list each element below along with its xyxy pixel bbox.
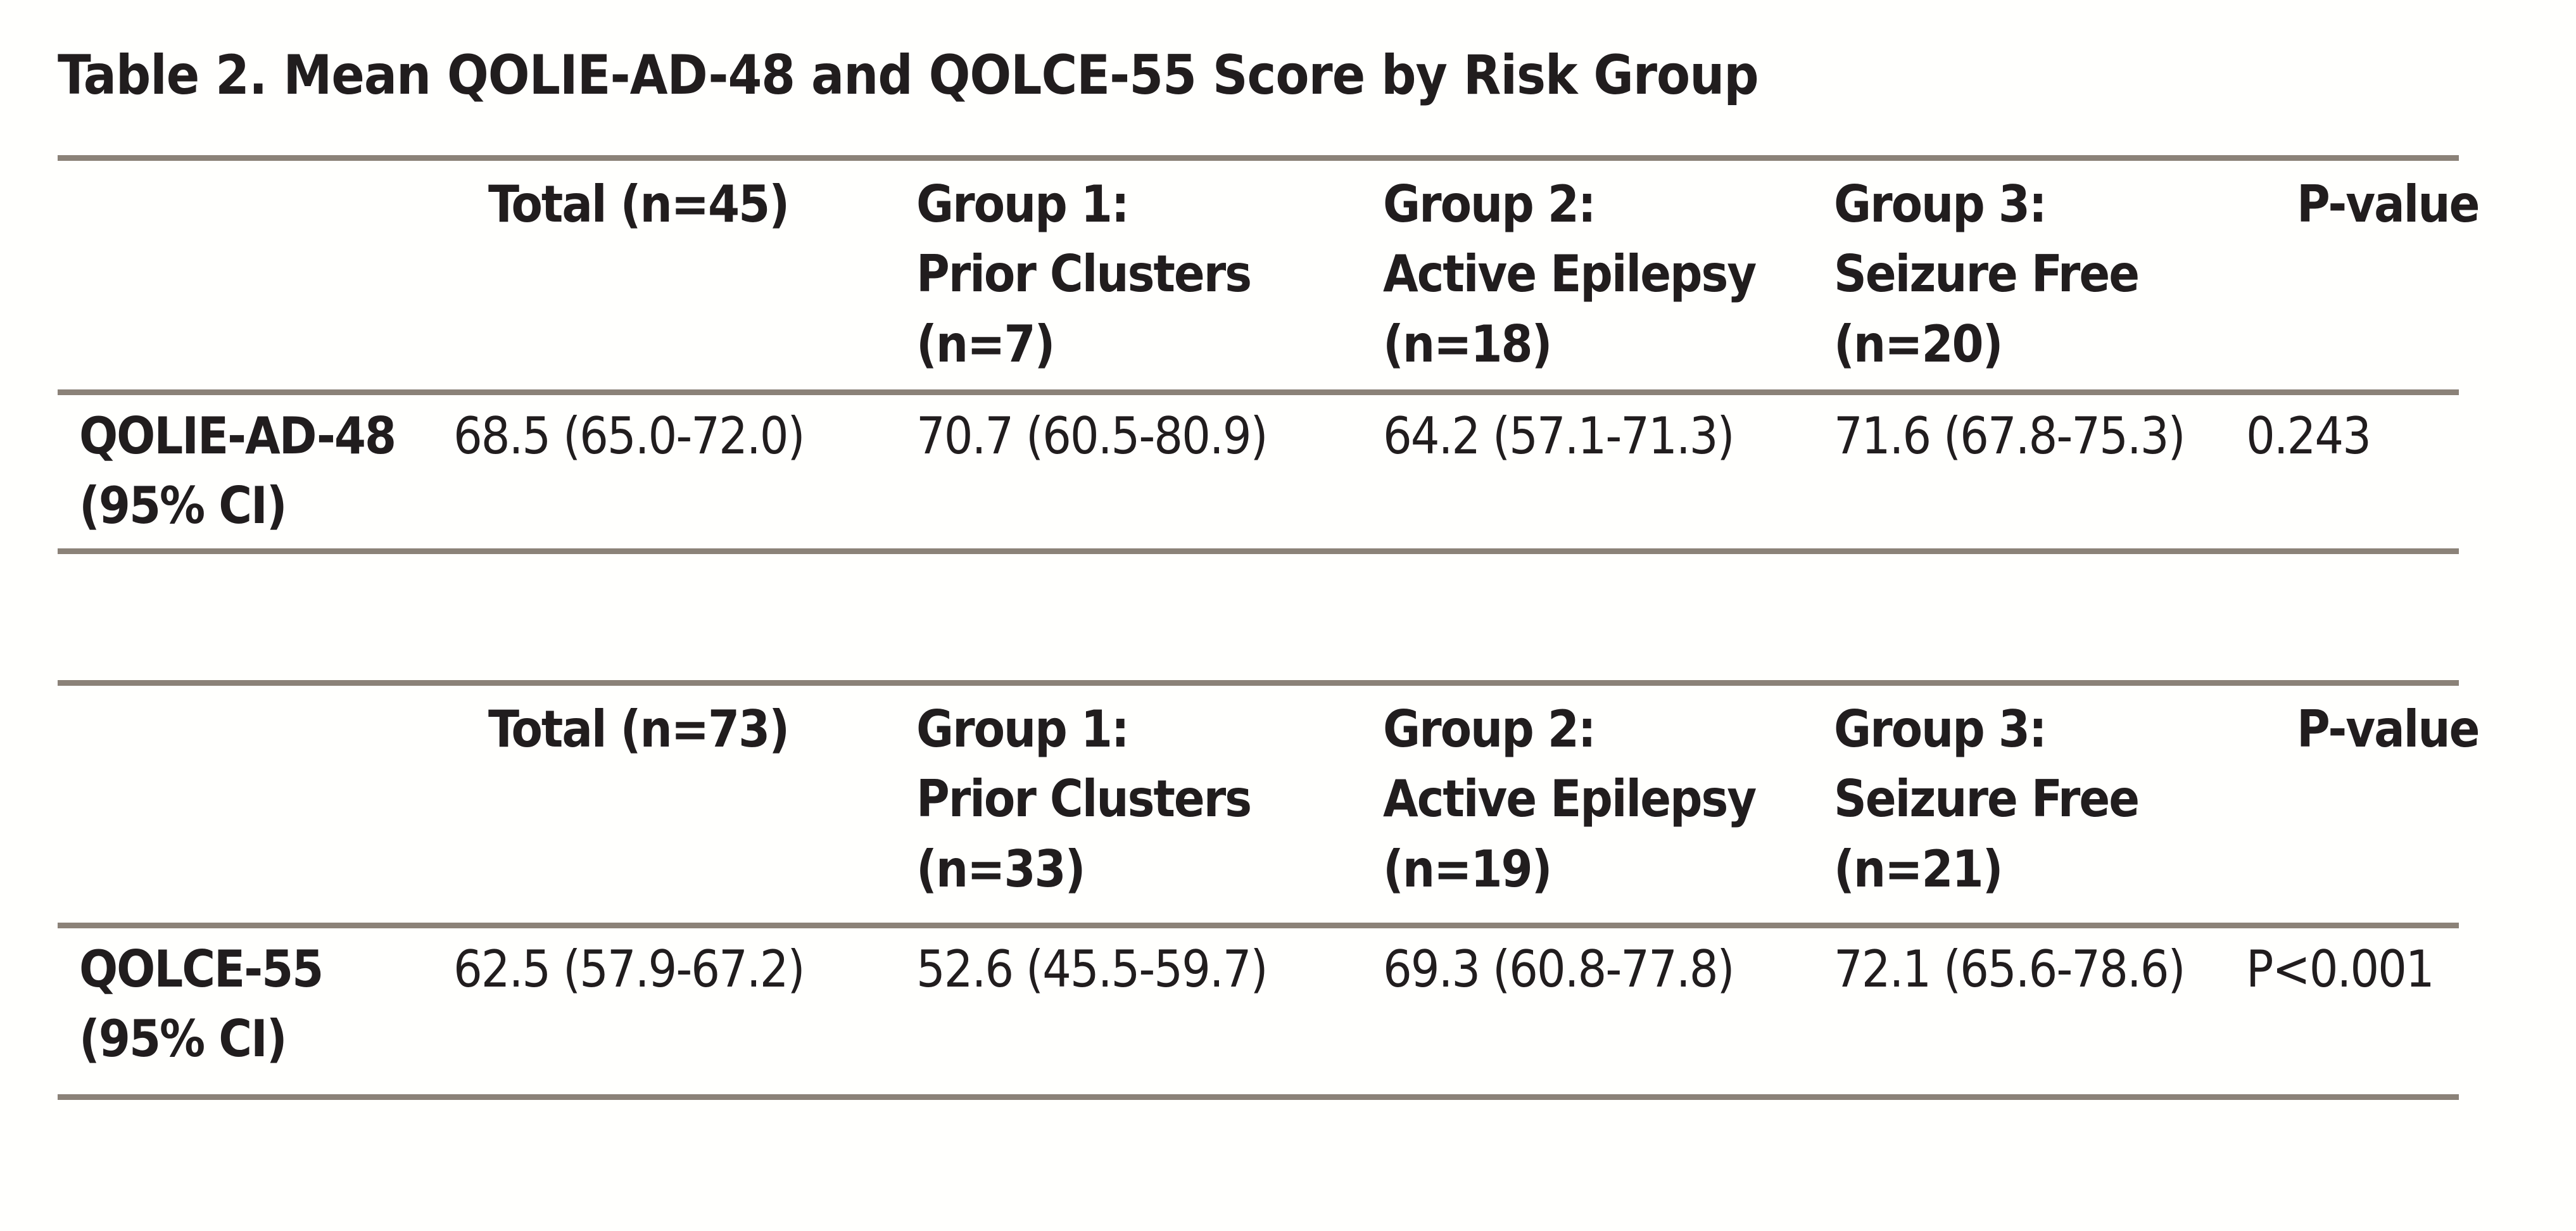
qolce-total-value: 62.5 (57.9-67.2) [453,939,805,999]
qolie-total-value: 68.5 (65.0-72.0) [453,406,805,465]
qolce-group1-value: 52.6 (45.5-59.7) [916,939,1268,999]
row-label-qolie: QOLIE-AD-48 (95% CI) [79,406,396,536]
header-group1: Group 1: Prior Clusters (n=7) [916,158,1383,395]
qolie-group2-value: 64.2 (57.1-71.3) [1383,406,1735,465]
qolie-ad-48-table: Total (n=45) Group 1: Prior Clusters (n=… [58,155,2480,554]
header-group3: Group 3: Seizure Free (n=20) [1834,158,2246,395]
header-group1: Group 1: Prior Clusters (n=33) [916,683,1383,928]
qolce-header-row: Total (n=73) Group 1: Prior Clusters (n=… [58,683,2480,928]
row-label-qolce: QOLCE-55 (95% CI) [79,939,324,1069]
header-spacer-cell [58,683,453,928]
header-p-value: P-value [2246,683,2480,928]
table-title: Table 2. Mean QOLIE-AD-48 and QOLCE-55 S… [58,44,1759,107]
header-total: Total (n=45) [453,158,916,395]
header-group2: Group 2: Active Epilepsy (n=19) [1383,683,1834,928]
qolie-group1-value: 70.7 (60.5-80.9) [916,406,1268,465]
qolce-group3-value: 72.1 (65.6-78.6) [1834,939,2186,999]
header-group3: Group 3: Seizure Free (n=21) [1834,683,2246,928]
qolce-55-table: Total (n=73) Group 1: Prior Clusters (n=… [58,679,2480,1100]
header-group2: Group 2: Active Epilepsy (n=18) [1383,158,1834,395]
header-p-value: P-value [2246,158,2480,395]
qolie-header-row: Total (n=45) Group 1: Prior Clusters (n=… [58,158,2480,395]
qolce-data-row: QOLCE-55 (95% CI) 62.5 (57.9-67.2) 52.6 … [58,925,2459,1097]
qolce-p-value: P<0.001 [2246,939,2435,999]
qolie-group3-value: 71.6 (67.8-75.3) [1834,406,2186,465]
qolie-p-value: 0.243 [2246,406,2371,465]
qolie-data-row: QOLIE-AD-48 (95% CI) 68.5 (65.0-72.0) 70… [58,392,2459,551]
header-spacer-cell [58,158,453,395]
header-total: Total (n=73) [453,683,916,928]
qolce-group2-value: 69.3 (60.8-77.8) [1383,939,1735,999]
